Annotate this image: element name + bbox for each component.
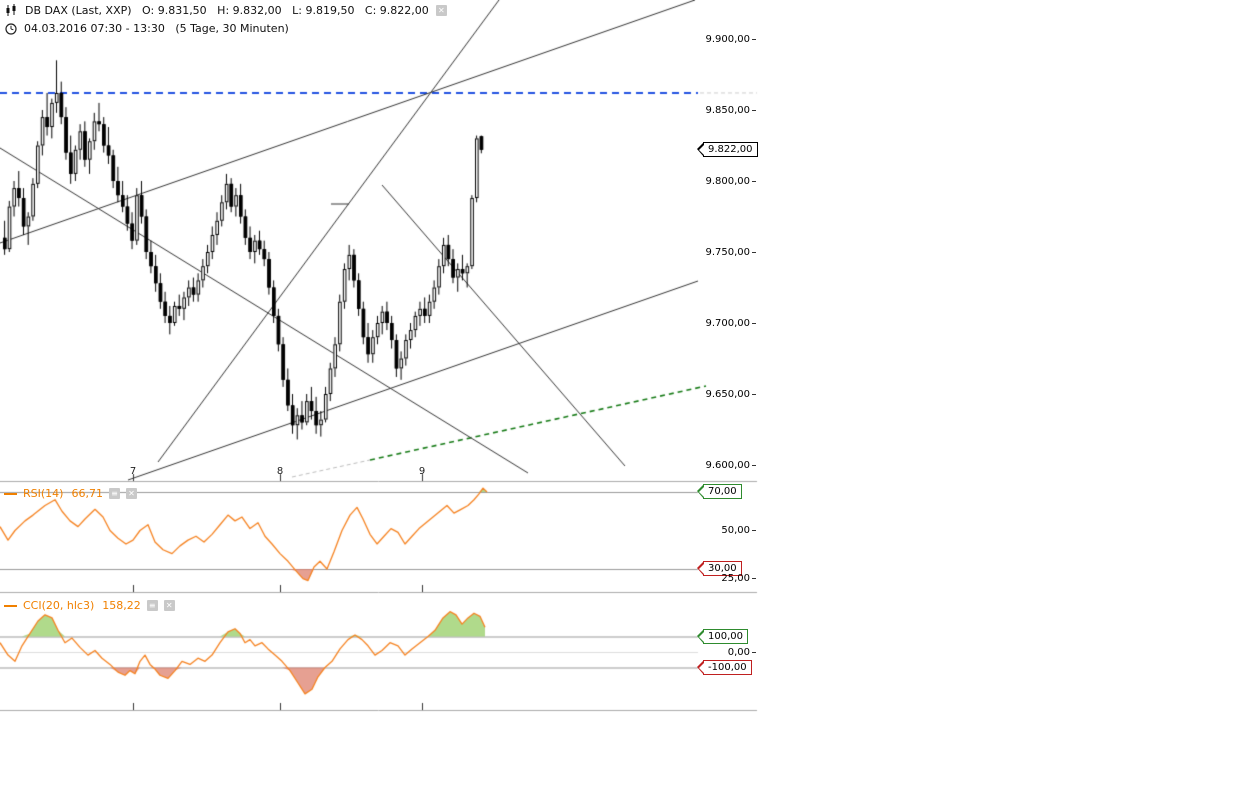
rsi-lower-level-tag: 30,00 <box>697 561 742 576</box>
rsi-axis-label: 25,00 <box>698 573 756 585</box>
timeframe-header: 04.03.2016 07:30 - 13:30 (5 Tage, 30 Min… <box>5 22 289 35</box>
rsi-legend: RSI(14) 66,71 ≡ ✕ <box>4 487 137 500</box>
axis-tick <box>752 651 756 653</box>
x-axis-day-label: 8 <box>276 466 284 477</box>
price-axis-label: 9.650,00 <box>698 388 756 400</box>
rsi-value: 66,71 <box>71 487 103 500</box>
cci-line-swatch <box>4 604 17 607</box>
cci-value: 158,22 <box>102 599 141 612</box>
axis-tick <box>752 322 756 324</box>
price-axis-label: 9.850,00 <box>698 104 756 116</box>
axis-tick <box>752 180 756 182</box>
rsi-settings-icon[interactable]: ≡ <box>108 488 120 499</box>
axis-tick <box>752 38 756 40</box>
axis-tick <box>752 251 756 253</box>
axis-tick <box>752 464 756 466</box>
timeframe-info: 04.03.2016 07:30 - 13:30 (5 Tage, 30 Min… <box>24 22 289 35</box>
cci-settings-icon[interactable]: ≡ <box>146 600 158 611</box>
last-price-tag: 9.822,00 <box>697 141 758 157</box>
rsi-label: RSI(14) <box>23 487 64 500</box>
cci-lower-level-tag: -100,00 <box>697 659 752 675</box>
rsi-upper-level-tag: 70,00 <box>697 484 742 499</box>
chart-canvas[interactable] <box>0 0 760 715</box>
rsi-close-icon[interactable]: ✕ <box>125 488 137 499</box>
price-axis-label: 9.900,00 <box>698 33 756 45</box>
candlestick-icon <box>6 4 16 16</box>
clock-icon <box>5 22 17 35</box>
axis-tick <box>752 393 756 395</box>
cci-close-icon[interactable]: ✕ <box>163 600 175 611</box>
header-close-icon[interactable]: ✕ <box>435 5 447 16</box>
x-axis-day-label: 9 <box>418 466 426 477</box>
cci-label: CCI(20, hlc3) <box>23 599 95 612</box>
instrument-header: DB DAX (Last, XXP) O: 9.831,50 H: 9.832,… <box>5 4 447 17</box>
x-axis-day-label: 7 <box>129 466 137 477</box>
axis-tick <box>752 578 756 580</box>
price-axis-label: 9.700,00 <box>698 317 756 329</box>
price-axis-label: 9.800,00 <box>698 175 756 187</box>
price-axis-label: 9.600,00 <box>698 459 756 471</box>
rsi-line-swatch <box>4 492 17 495</box>
axis-tick <box>752 530 756 531</box>
cci-legend: CCI(20, hlc3) 158,22 ≡ ✕ <box>4 599 175 612</box>
cci-axis-label: 0,00 <box>698 646 756 658</box>
price-axis-label: 9.750,00 <box>698 246 756 258</box>
axis-tick <box>752 109 756 111</box>
cci-upper-level-tag: 100,00 <box>697 628 748 644</box>
rsi-axis-label: 50,00 <box>698 525 756 537</box>
instrument-info: DB DAX (Last, XXP) O: 9.831,50 H: 9.832,… <box>25 4 429 17</box>
